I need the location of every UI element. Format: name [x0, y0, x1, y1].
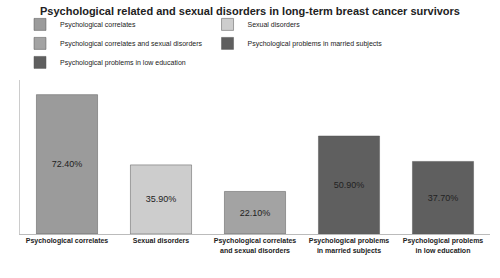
- svg-text:Psychological problemsin marri: Psychological problemsin married subject…: [309, 237, 390, 254]
- svg-text:72.40%: 72.40%: [52, 159, 83, 169]
- svg-text:Psychological problemsin low e: Psychological problemsin low education: [403, 237, 484, 253]
- svg-text:Psychological correlates and s: Psychological correlates and sexual diso…: [60, 40, 203, 48]
- svg-text:Psychological correlates: Psychological correlates: [60, 21, 136, 29]
- svg-text:22.10%: 22.10%: [240, 208, 271, 218]
- svg-text:Sexual disorders: Sexual disorders: [248, 21, 301, 28]
- svg-text:50.90%: 50.90%: [334, 180, 365, 190]
- svg-text:Sexual disorders: Sexual disorders: [133, 237, 190, 244]
- svg-text:Psychological related and sexu: Psychological related and sexual disorde…: [40, 5, 460, 17]
- svg-text:Psychological correlates: Psychological correlates: [26, 237, 109, 245]
- svg-text:37.70%: 37.70%: [428, 193, 459, 203]
- svg-text:Psychological correlatesand se: Psychological correlatesand sexual disor…: [214, 237, 297, 253]
- svg-text:35.90%: 35.90%: [146, 194, 177, 204]
- svg-text:Psychological problems in low: Psychological problems in low education: [60, 59, 186, 67]
- svg-text:Psychological problems in marr: Psychological problems in married subjec…: [248, 40, 383, 48]
